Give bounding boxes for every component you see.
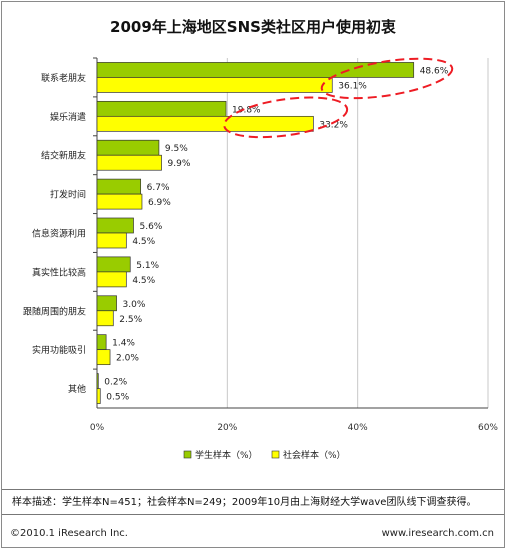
legend-label: 社会样本（%） bbox=[283, 449, 346, 461]
data-label: 5.1% bbox=[136, 261, 159, 271]
legend-label: 学生样本（%） bbox=[195, 449, 258, 461]
category-label: 打发时间 bbox=[50, 189, 86, 201]
data-label: 0.2% bbox=[104, 378, 127, 388]
category-label: 信息资源利用 bbox=[32, 228, 86, 240]
bar-society bbox=[96, 77, 333, 93]
bar-student bbox=[96, 178, 142, 195]
bar-student bbox=[96, 62, 415, 78]
data-label: 9.5% bbox=[165, 144, 188, 154]
site-url-link[interactable]: www.iresearch.com.cn bbox=[381, 528, 494, 539]
bar-society bbox=[96, 310, 114, 327]
x-tick-label: 20% bbox=[217, 423, 237, 433]
x-tick-label: 60% bbox=[478, 423, 498, 433]
highlight-ellipse bbox=[223, 96, 349, 139]
bar-student bbox=[96, 100, 227, 117]
bar-society bbox=[96, 388, 101, 404]
data-label: 2.5% bbox=[119, 315, 142, 325]
category-label: 其他 bbox=[68, 383, 86, 395]
data-label: 33.2% bbox=[319, 120, 348, 130]
bar-student bbox=[96, 217, 134, 234]
data-label: 0.5% bbox=[106, 393, 129, 403]
category-label: 结交新朋友 bbox=[41, 150, 86, 162]
data-label: 4.5% bbox=[132, 276, 155, 286]
category-label: 娱乐消遣 bbox=[50, 111, 86, 123]
legend-swatch bbox=[183, 450, 192, 459]
x-tick-label: 0% bbox=[90, 423, 105, 433]
x-tick-label: 40% bbox=[348, 423, 368, 433]
copyright-text: ©2010.1 iResearch Inc. bbox=[10, 528, 128, 539]
highlight-ellipse bbox=[320, 57, 454, 100]
data-label: 1.4% bbox=[112, 339, 135, 349]
data-label: 4.5% bbox=[132, 237, 155, 247]
bar-student bbox=[96, 139, 160, 156]
bar-society bbox=[96, 349, 111, 366]
legend-swatch bbox=[271, 450, 280, 459]
bar-society bbox=[96, 193, 143, 210]
category-label: 跟随周围的朋友 bbox=[23, 305, 86, 317]
data-label: 6.9% bbox=[148, 198, 171, 208]
data-label: 2.0% bbox=[116, 354, 139, 364]
bar-society bbox=[96, 115, 314, 132]
data-label: 5.6% bbox=[139, 222, 162, 232]
category-label: 真实性比较高 bbox=[32, 266, 86, 278]
bar-society bbox=[96, 232, 127, 249]
bar-student bbox=[96, 334, 107, 351]
bar-student bbox=[96, 256, 131, 273]
bar-student bbox=[96, 295, 117, 312]
bar-society bbox=[96, 154, 162, 171]
category-label: 联系老朋友 bbox=[41, 72, 86, 84]
bar-student bbox=[96, 373, 99, 389]
bar-chart: 0% 20% 40% 60% 联系老朋友 48.6% 36.1% 娱乐消遣 19.8% 33.2%… bbox=[23, 57, 498, 461]
data-label: 36.1% bbox=[338, 81, 367, 91]
data-label: 6.7% bbox=[147, 183, 170, 193]
sample-description: 样本描述：学生样本N=451；社会样本N=249；2009年10月由上海财经大学… bbox=[2, 489, 504, 515]
data-label: 19.8% bbox=[232, 105, 261, 115]
data-label: 3.0% bbox=[123, 300, 146, 310]
data-label: 48.6% bbox=[420, 66, 449, 76]
bar-society bbox=[96, 271, 127, 288]
chart-title: 2009年上海地区SNS类社区用户使用初衷 bbox=[110, 18, 396, 36]
category-label: 实用功能吸引 bbox=[32, 344, 86, 356]
data-label: 9.9% bbox=[168, 159, 191, 169]
